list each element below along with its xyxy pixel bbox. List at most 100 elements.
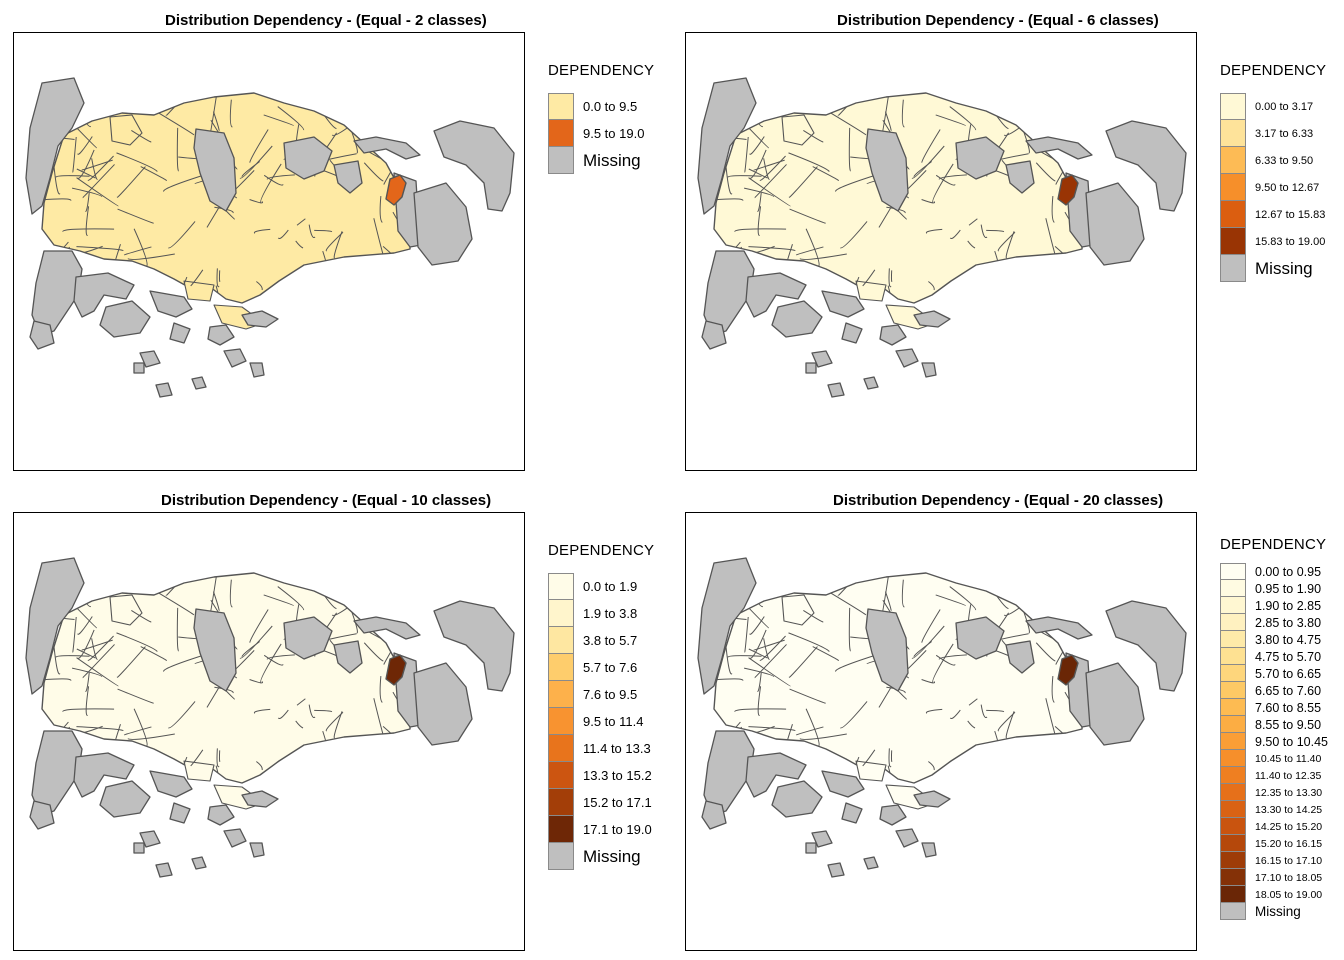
legend-entry: 7.60 to 8.55 xyxy=(1220,699,1328,716)
legend-swatch xyxy=(1220,699,1246,716)
missing-region xyxy=(333,160,363,194)
legend-entry: 9.50 to 10.45 xyxy=(1220,733,1328,750)
legend-label: 18.05 to 19.00 xyxy=(1255,888,1323,901)
legend-label: 1.9 to 3.8 xyxy=(583,606,638,621)
missing-region xyxy=(955,616,1005,660)
legend-entry: 1.9 to 3.8 xyxy=(548,600,654,627)
legend-swatch xyxy=(1220,852,1246,869)
missing-region xyxy=(149,770,193,798)
missing-region xyxy=(149,290,193,318)
legend-entry: 9.50 to 12.67 xyxy=(1220,174,1326,201)
legend-rows: 0.0 to 1.9 1.9 to 3.8 3.8 to 5.7 5.7 to 7.6… xyxy=(548,573,654,870)
legend-entry: 15.2 to 17.1 xyxy=(548,789,654,816)
legend-swatch xyxy=(548,735,574,762)
legend-label: 9.5 to 11.4 xyxy=(583,714,644,729)
legend-swatch xyxy=(548,708,574,735)
missing-region xyxy=(1005,640,1035,674)
legend-label: 8.55 to 9.50 xyxy=(1255,717,1322,732)
missing-region xyxy=(821,290,865,318)
subzone-region xyxy=(781,114,815,146)
legend-swatch xyxy=(1220,835,1246,852)
legend-label: 3.17 to 6.33 xyxy=(1255,127,1314,140)
missing-region xyxy=(955,136,1005,180)
legend-label: 14.25 to 15.20 xyxy=(1255,820,1323,833)
legend-swatch xyxy=(1220,228,1246,255)
missing-region xyxy=(701,800,727,830)
legend-entry: 13.3 to 15.2 xyxy=(548,762,654,789)
map-legend: DEPENDENCY 0.0 to 1.9 1.9 to 3.8 3.8 to 5.… xyxy=(548,542,654,870)
legend-label: 4.75 to 5.70 xyxy=(1255,649,1322,664)
map-frame xyxy=(685,32,1197,471)
legend-entry-missing: Missing xyxy=(548,147,654,174)
map-legend: DEPENDENCY 0.0 to 9.5 9.5 to 19.0 Missing xyxy=(548,62,654,174)
legend-swatch-missing xyxy=(1220,255,1246,282)
subzone-region xyxy=(855,760,887,782)
missing-region xyxy=(863,376,879,390)
missing-region xyxy=(207,324,235,346)
legend-entry: 18.05 to 19.00 xyxy=(1220,886,1328,903)
legend-entry: 3.8 to 5.7 xyxy=(548,627,654,654)
legend-swatch-missing xyxy=(1220,903,1246,920)
missing-region xyxy=(1005,160,1035,194)
missing-region xyxy=(1025,616,1093,640)
legend-label-missing: Missing xyxy=(583,846,641,866)
legend-entry: 0.00 to 3.17 xyxy=(1220,93,1326,120)
missing-region xyxy=(865,608,909,692)
legend-label: 11.4 to 13.3 xyxy=(583,741,651,756)
legend-label: 0.95 to 1.90 xyxy=(1255,581,1322,596)
legend-label-missing: Missing xyxy=(1255,904,1301,919)
missing-region xyxy=(139,830,161,848)
legend-swatch xyxy=(1220,631,1246,648)
missing-region xyxy=(811,350,833,368)
missing-region xyxy=(1105,120,1187,212)
legend-rows: 0.0 to 9.5 9.5 to 19.0 Missing xyxy=(548,93,654,174)
legend-entry: 9.5 to 11.4 xyxy=(548,708,654,735)
missing-region xyxy=(191,376,207,390)
legend-entry: 0.0 to 9.5 xyxy=(548,93,654,120)
legend-swatch xyxy=(548,654,574,681)
legend-label: 5.70 to 6.65 xyxy=(1255,666,1322,681)
legend-entry: 14.25 to 15.20 xyxy=(1220,818,1328,835)
map-frame xyxy=(13,32,525,471)
legend-swatch xyxy=(1220,201,1246,228)
legend-label: 16.15 to 17.10 xyxy=(1255,854,1323,867)
legend-label: 15.83 to 19.00 xyxy=(1255,235,1326,248)
legend-swatch xyxy=(548,93,574,120)
missing-region xyxy=(29,320,55,350)
missing-region xyxy=(249,842,265,858)
legend-entry: 11.4 to 13.3 xyxy=(548,735,654,762)
legend-label: 2.85 to 3.80 xyxy=(1255,615,1322,630)
legend-label: 7.6 to 9.5 xyxy=(583,687,638,702)
legend-title: DEPENDENCY xyxy=(548,542,655,559)
missing-region xyxy=(1085,662,1145,746)
choropleth-map xyxy=(25,77,515,398)
missing-region xyxy=(25,557,85,695)
missing-region xyxy=(433,120,515,212)
legend-label: 11.40 to 12.35 xyxy=(1255,769,1322,782)
legend-entry-missing: Missing xyxy=(548,843,654,870)
legend-label: 12.67 to 15.83 xyxy=(1255,208,1326,221)
missing-region xyxy=(193,128,237,212)
missing-region xyxy=(191,856,207,870)
legend-label: 10.45 to 11.40 xyxy=(1255,752,1322,765)
missing-region xyxy=(29,800,55,830)
legend-entry-missing: Missing xyxy=(1220,903,1328,920)
subzone-region xyxy=(855,280,887,302)
missing-region xyxy=(1105,600,1187,692)
legend-label: 6.33 to 9.50 xyxy=(1255,154,1314,167)
missing-region xyxy=(353,136,421,160)
legend-entry: 15.20 to 16.15 xyxy=(1220,835,1328,852)
legend-entry: 6.33 to 9.50 xyxy=(1220,147,1326,174)
highest-class-region xyxy=(385,654,407,686)
choropleth-map xyxy=(697,77,1187,398)
legend-label: 9.50 to 12.67 xyxy=(1255,181,1320,194)
legend-label: 0.0 to 1.9 xyxy=(583,579,638,594)
missing-region xyxy=(771,300,823,338)
legend-entry: 13.30 to 14.25 xyxy=(1220,801,1328,818)
map-frame xyxy=(685,512,1197,951)
highest-class-region xyxy=(1057,174,1079,206)
legend-swatch xyxy=(1220,648,1246,665)
legend-entry: 0.00 to 0.95 xyxy=(1220,563,1328,580)
legend-label: 5.7 to 7.6 xyxy=(583,660,638,675)
map-legend: DEPENDENCY 0.00 to 3.17 3.17 to 6.33 6.33 … xyxy=(1220,62,1326,282)
